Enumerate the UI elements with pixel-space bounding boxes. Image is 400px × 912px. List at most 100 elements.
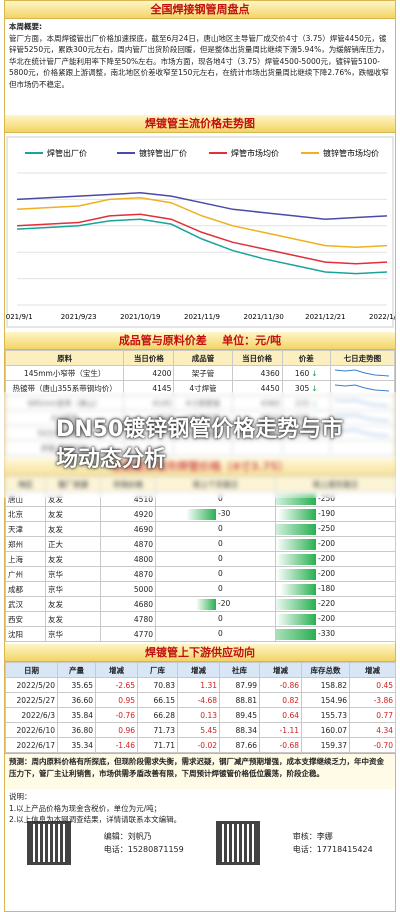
change-value: -220 — [318, 599, 336, 608]
supply-title: 焊镀管上下游供应动向 — [5, 644, 395, 662]
overlay: DN50镀锌钢管价格走势与市场动态分析 — [4, 392, 396, 498]
cell: -3.86 — [349, 692, 396, 708]
cell: 35.84 — [57, 707, 96, 723]
change-value: -200 — [318, 569, 336, 578]
cell: 京华 — [45, 626, 101, 642]
cell: 36.80 — [57, 722, 96, 738]
change-cell: 0 — [155, 551, 276, 567]
row: 成都 京华 5000 0 -180 — [5, 581, 396, 597]
cell: 1.31 — [177, 677, 220, 693]
overlay-title: DN50镀锌钢管价格走势与市场动态分析 — [56, 417, 344, 472]
row: 145mm小窄带（宝生） 4200 架子管 4360 160 ↓ — [4, 365, 396, 381]
note: 2.以上信息为本网调查结果，详情请联系本文编辑。 — [9, 815, 182, 824]
down-arrow: ↓ — [311, 368, 318, 378]
change-bar — [276, 539, 316, 550]
qr-code — [216, 821, 261, 865]
change-value: -20 — [218, 599, 231, 608]
cell: 154.96 — [301, 692, 350, 708]
cell: -4.68 — [177, 692, 220, 708]
cell: 郑州 — [5, 536, 46, 552]
column-header: 日期 — [5, 662, 58, 678]
x-tick-label: 2021/9/23 — [61, 313, 97, 321]
cell: 71.71 — [137, 737, 178, 753]
cell: -1.11 — [259, 722, 302, 738]
legend-label: 焊管市场均价 — [231, 148, 279, 158]
cell: -0.86 — [259, 677, 302, 693]
cell: 沈阳 — [5, 626, 46, 642]
change-cell: 0 — [155, 581, 276, 597]
change-cell: 0 — [155, 626, 276, 642]
x-tick-label: 2021/9/1 — [5, 313, 33, 321]
column-header: 当日价格 — [123, 350, 175, 366]
cell: -2.65 — [95, 677, 138, 693]
change-cell: -330 — [275, 626, 396, 642]
change-cell: 0 — [155, 611, 276, 627]
change-value: -250 — [318, 494, 336, 503]
change-cell: 0 — [155, 521, 276, 537]
cell: 35.34 — [57, 737, 96, 753]
cell: 4800 — [100, 551, 156, 567]
column-header: 产量 — [57, 662, 96, 678]
summary: 本周概要: 管厂方面，本周焊镀管出厂价格加速探底，截至6月24日，唐山地区主导管… — [5, 19, 395, 115]
cell: 159.37 — [301, 737, 350, 753]
change-cell: 0 — [155, 536, 276, 552]
cell: 0.13 — [177, 707, 220, 723]
legend-label: 镀锌管市场均价 — [323, 148, 379, 158]
cell: 2022/6/10 — [5, 722, 58, 738]
spread-unit: 单位：元/吨 — [222, 334, 282, 347]
change-bar — [276, 614, 316, 625]
cell: 160.07 — [301, 722, 350, 738]
cell: 4680 — [100, 596, 156, 612]
cell: 0.77 — [349, 707, 396, 723]
change-bar — [186, 509, 216, 520]
column-header: 库存总数 — [301, 662, 350, 678]
cell: 友发 — [45, 611, 101, 627]
change-cell: -190 — [275, 506, 396, 522]
change-cell: -200 — [275, 536, 396, 552]
cell: -0.70 — [349, 737, 396, 753]
column-header: 当日价格 — [231, 350, 283, 366]
change-cell: -30 — [155, 506, 276, 522]
cell: 友发 — [45, 596, 101, 612]
change-bar — [276, 554, 316, 565]
change-bar — [276, 599, 316, 610]
notes: 说明： 1.以上产品价格为现金含税价，单位为元/吨； 2.以上信息为本网调查结果… — [5, 789, 395, 824]
cell: 架子管 — [173, 365, 233, 381]
cell: 145mm小窄带（宝生） — [4, 365, 125, 381]
cell: 4870 — [100, 536, 156, 552]
cell: 0.82 — [259, 692, 302, 708]
cell: 71.73 — [137, 722, 178, 738]
cell: 66.28 — [137, 707, 178, 723]
cell: 4780 — [100, 611, 156, 627]
change-value: -190 — [318, 509, 336, 518]
cell: 武汉 — [5, 596, 46, 612]
change-value: 0 — [218, 629, 223, 638]
sparkline-cell — [329, 365, 396, 381]
change-cell: -20 — [155, 596, 276, 612]
series-line — [16, 218, 388, 275]
cell: 155.73 — [301, 707, 350, 723]
row: 2022/6/3 35.84 -0.76 66.28 0.13 89.45 0.64 155.… — [5, 707, 396, 723]
row: 2022/5/20 35.65 -2.65 70.83 1.31 87.99 -0.86 15… — [5, 677, 396, 693]
contact-role: 审核：李娜 — [292, 832, 333, 841]
legend-label: 镀锌管出厂价 — [139, 148, 187, 158]
row: 2022/5/27 36.60 0.95 66.15 -4.68 88.81 0.82 154… — [5, 692, 396, 708]
change-value: 0 — [218, 554, 223, 563]
cell: 160 ↓ — [281, 365, 331, 381]
cell: 87.66 — [219, 737, 260, 753]
cell: 成都 — [5, 581, 46, 597]
cell: 4360 — [231, 365, 283, 381]
cell: 5.45 — [177, 722, 220, 738]
cell: -0.76 — [95, 707, 138, 723]
column-header: 成品管 — [173, 350, 233, 366]
row: 西安 友发 4780 0 -200 — [5, 611, 396, 627]
down-arrow: ↓ — [311, 383, 318, 393]
x-tick-label: 2021/12/21 — [305, 313, 345, 321]
cell: 36.60 — [57, 692, 96, 708]
cell: -1.46 — [95, 737, 138, 753]
row: 天津 友发 4690 0 -250 — [5, 521, 396, 537]
cell: 88.81 — [219, 692, 260, 708]
cell: 4.34 — [349, 722, 396, 738]
row: 广州 京华 4870 0 -200 — [5, 566, 396, 582]
